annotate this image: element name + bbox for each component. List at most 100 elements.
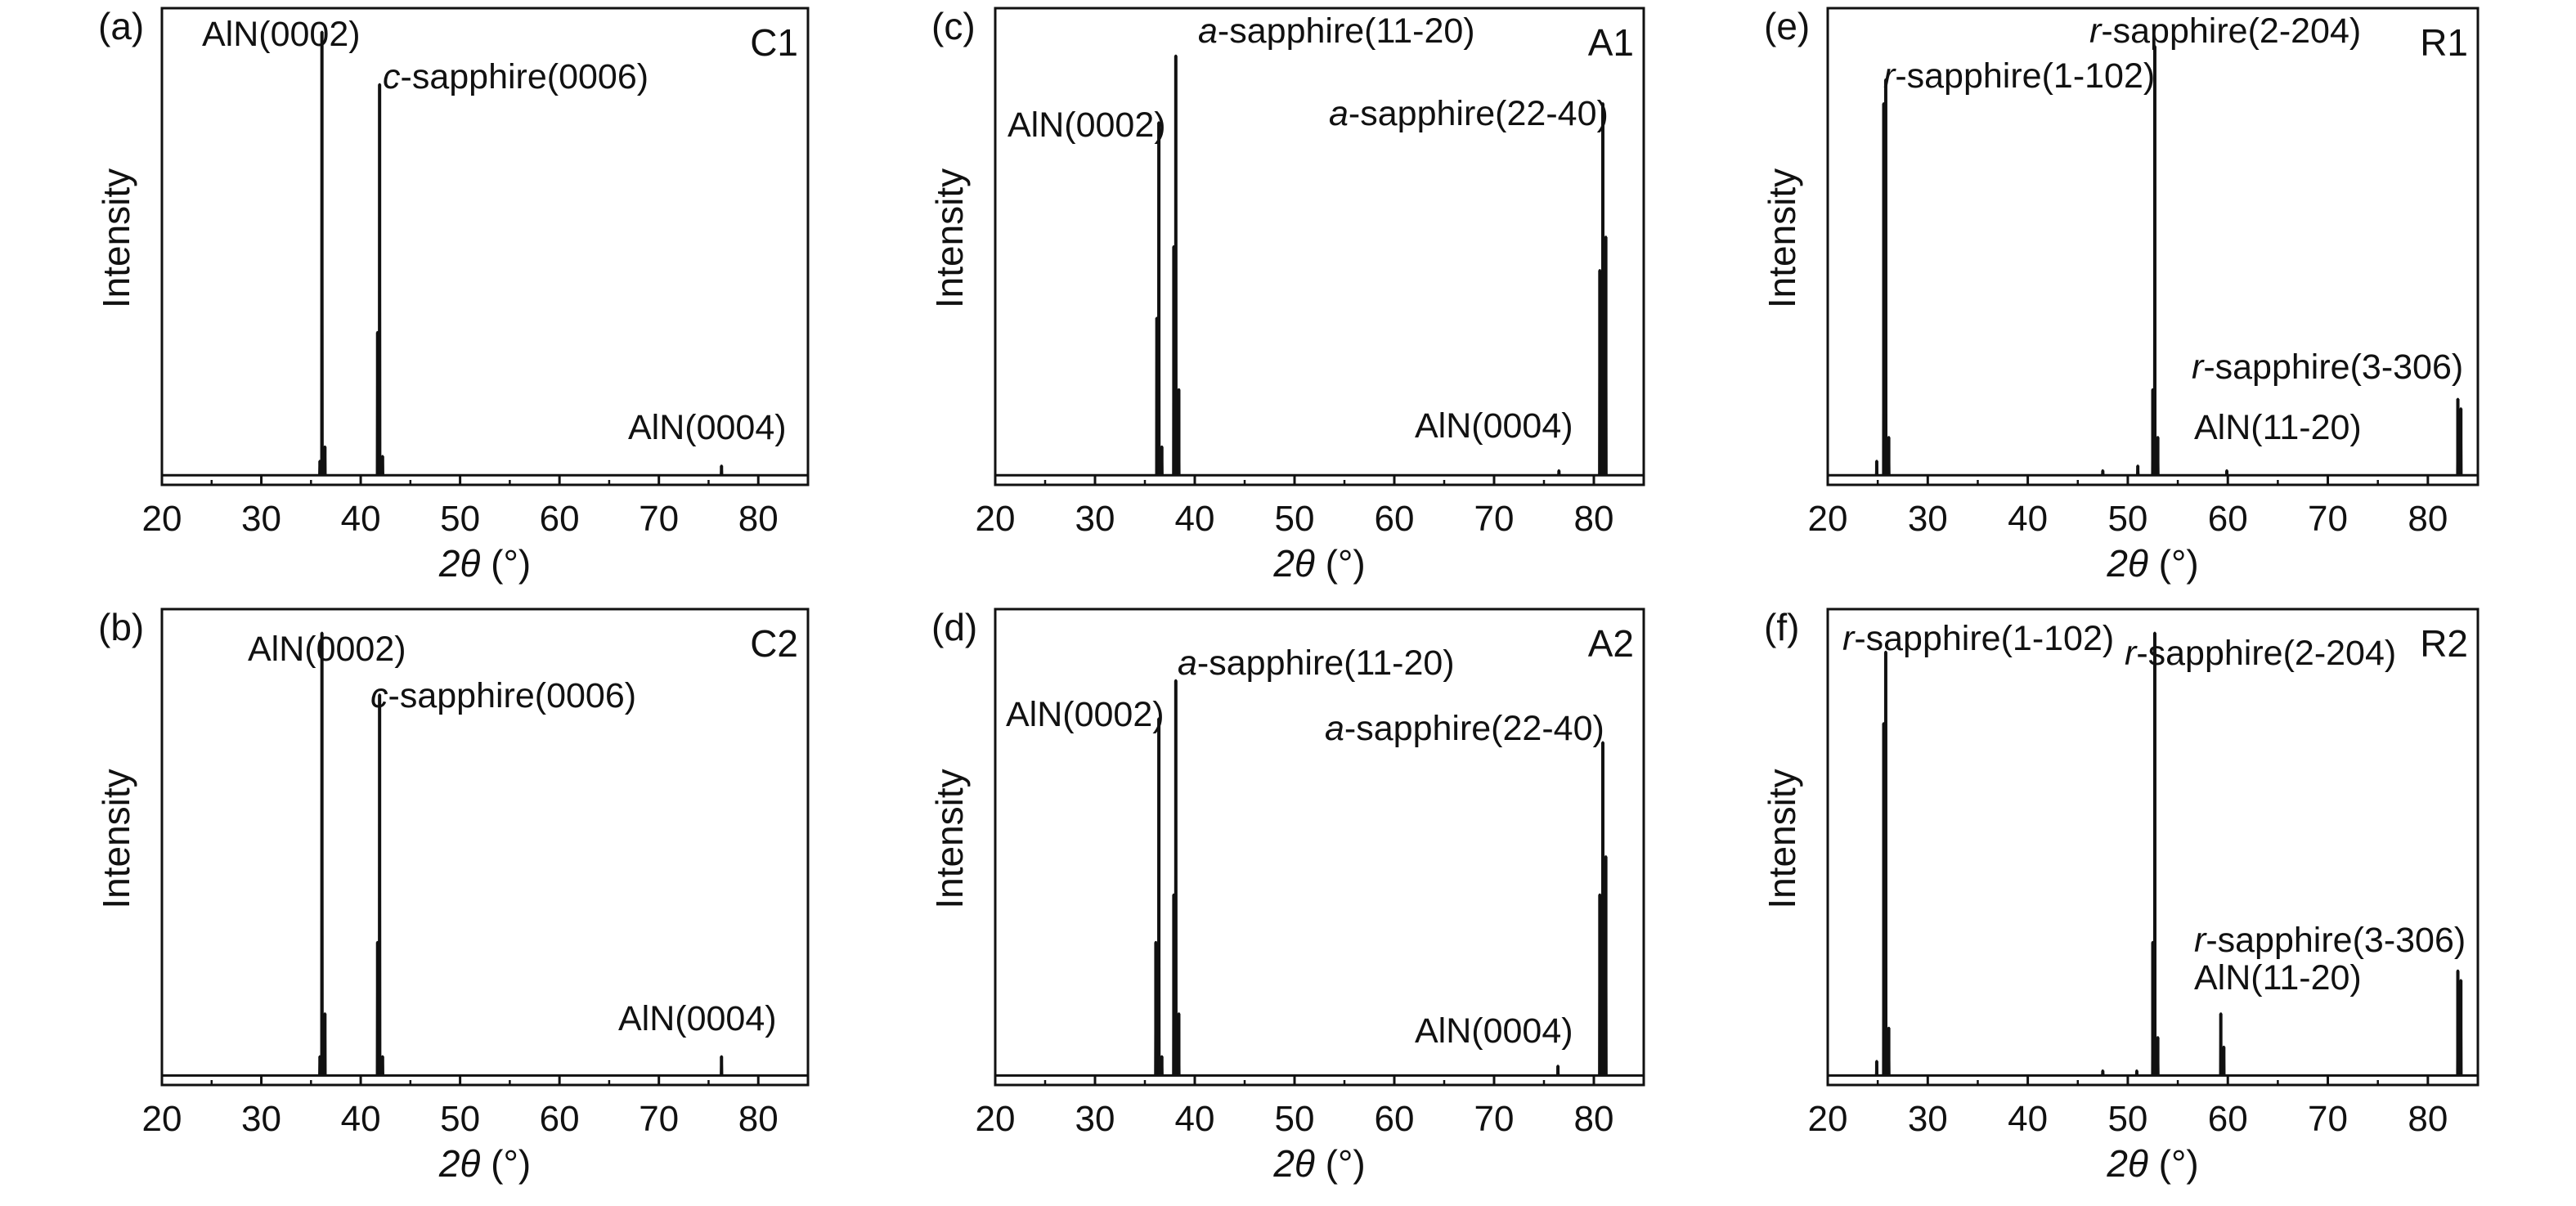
x-tick-label: 30 [241,499,281,539]
plot-frame [160,7,810,486]
x-tick-label: 20 [1808,1099,1848,1139]
annotation-text: -sapphire(11-20) [1197,643,1455,683]
peak-annotation: r-sapphire(3-306) [2192,347,2463,387]
annotation-prefix: c [370,676,388,715]
panel-letter: (c) [931,5,976,47]
x-axis-label: 2θ (°) [1272,1142,1365,1185]
x-axis-unit: (°) [480,542,531,585]
panel-b: 20 30 40 50 60 70 80 2θ (°) Intensity (b) C2 AlN(00… [95,606,810,1185]
peak-annotation: AlN(0002) [1006,695,1165,734]
peak-annotation: AlN(11-20) [2194,408,2362,447]
x-tick-label: 40 [341,499,381,539]
sample-label: R1 [2420,21,2468,64]
panel-letter: (a) [98,5,144,47]
peak-annotation: r-sapphire(3-306) [2194,921,2466,960]
x-tick-label: 40 [2008,1099,2048,1139]
panel-letter: (d) [931,606,977,648]
x-tick-label: 40 [341,1099,381,1139]
x-tick-label: 30 [1908,499,1948,539]
peak-annotation: a-sapphire(22-40) [1329,94,1609,133]
y-axis-label: Intensity [928,168,971,308]
x-tick-label: 20 [142,499,182,539]
annotation-text: -sapphire(0006) [401,57,649,96]
x-axis-unit: (°) [480,1142,531,1185]
plot-frame [1826,607,2480,1087]
x-axis-symbol: 2θ [2106,542,2148,585]
x-axis-label: 2θ (°) [2106,542,2198,585]
annotation-prefix: a [1325,709,1344,748]
sample-label: A1 [1588,21,1634,64]
x-tick-label: 20 [1808,499,1848,539]
peak-annotation: a-sapphire(11-20) [1198,11,1475,51]
y-axis-label: Intensity [1761,168,1803,308]
x-tick-label: 50 [2107,1099,2147,1139]
x-axis-symbol: 2θ [2106,1142,2148,1185]
annotation-text: -sapphire(2-204) [2101,11,2361,51]
panel-a: 20 30 40 50 60 70 80 2θ (°) Intensity (a) C1 AlN(00… [95,5,810,585]
panel-c: 20 30 40 50 60 70 80 2θ (°) Intensity (c) A1 AlN(00… [928,5,1645,585]
x-tick-label: 60 [1375,1099,1415,1139]
annotation-text: AlN(0002) [248,630,406,669]
peak-annotation: r-sapphire(1-102) [1883,56,2155,96]
panel-letter: (f) [1764,606,1799,648]
peak-annotation: AlN(0002) [202,15,361,54]
x-axis-label: 2θ (°) [438,542,531,585]
annotation-text: AlN(0002) [1006,695,1165,734]
annotation-text: AlN(0004) [628,408,787,447]
x-tick-label: 50 [2107,499,2147,539]
x-tick-label: 30 [1075,499,1115,539]
x-tick-label: 30 [241,1099,281,1139]
annotation-text: -sapphire(3-306) [2206,921,2466,960]
sample-label: R2 [2420,622,2468,665]
x-axis-unit: (°) [1315,542,1366,585]
annotation-prefix: r [2194,921,2207,960]
x-tick-label: 80 [738,1099,779,1139]
x-axis-symbol: 2θ [1272,1142,1315,1185]
annotation-text: -sapphire(1-102) [1854,619,2114,658]
panel-d: 20 30 40 50 60 70 80 2θ (°) Intensity (d) A2 AlN(00… [928,606,1645,1185]
sample-label: C2 [750,622,798,665]
annotation-text: -sapphire(2-204) [2136,634,2396,673]
x-tick-label: 70 [1474,1099,1515,1139]
sample-label: A2 [1588,622,1634,665]
x-tick-label: 80 [1574,1099,1614,1139]
x-axis-unit: (°) [1315,1142,1366,1185]
annotation-text: -sapphire(22-40) [1349,94,1609,133]
peak-annotation: r-sapphire(2-204) [2089,11,2361,51]
x-tick-label: 50 [440,499,480,539]
sample-label: C1 [750,21,798,64]
annotation-text: AlN(0002) [202,15,361,54]
x-tick-label: 30 [1908,1099,1948,1139]
x-axis-label: 2θ (°) [438,1142,531,1185]
annotation-text: -sapphire(3-306) [2203,347,2463,387]
x-tick-label: 80 [738,499,779,539]
peak-annotation: r-sapphire(1-102) [1842,619,2114,658]
x-tick-label: 70 [639,499,679,539]
x-tick-label: 80 [1574,499,1614,539]
x-tick-label: 60 [2208,1099,2248,1139]
annotation-prefix: r [1842,619,1856,658]
annotation-text: AlN(11-20) [2194,958,2362,998]
annotation-text: AlN(0004) [1415,406,1573,446]
x-axis-unit: (°) [2148,542,2199,585]
x-axis-symbol: 2θ [438,1142,481,1185]
annotation-prefix: r [2125,634,2138,673]
y-axis-label: Intensity [95,769,137,908]
annotation-prefix: r [1883,56,1896,96]
annotation-prefix: a [1329,94,1349,133]
annotation-text: AlN(0002) [1008,105,1166,145]
x-tick-label: 80 [2408,499,2448,539]
peak-annotation: AlN(0004) [1415,406,1573,446]
x-tick-label: 60 [2208,499,2248,539]
annotation-text: AlN(11-20) [2194,408,2362,447]
annotation-prefix: r [2192,347,2205,387]
x-tick-label: 40 [1175,499,1215,539]
plot-frame [994,7,1645,486]
x-tick-label: 40 [2008,499,2048,539]
x-tick-label: 70 [639,1099,679,1139]
annotation-text: -sapphire(11-20) [1218,11,1475,51]
plot-frame [1826,7,2480,486]
